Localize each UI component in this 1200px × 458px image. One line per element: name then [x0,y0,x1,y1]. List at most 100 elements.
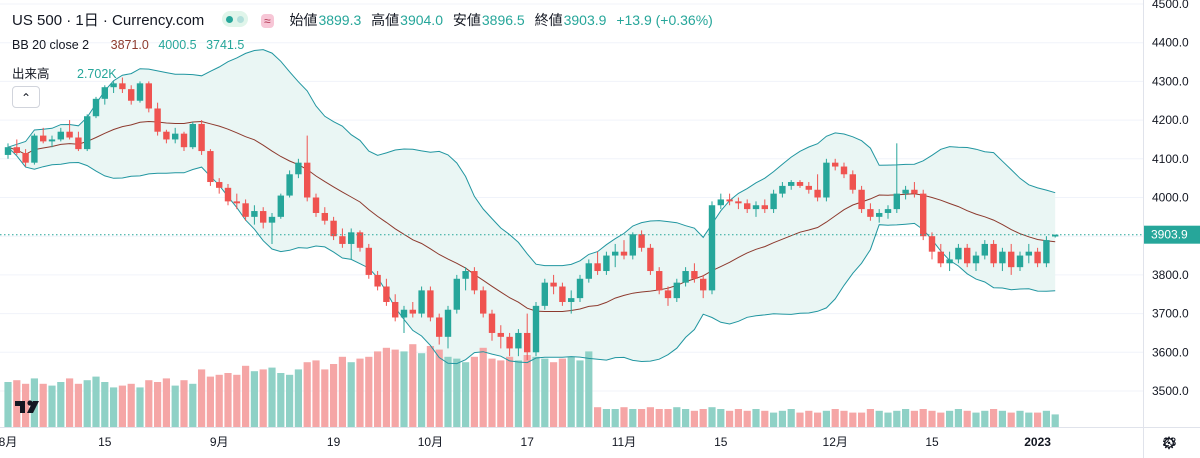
volume-bar [198,369,206,427]
candle-body [603,255,610,272]
candle-body [814,189,821,198]
volume-bar [303,362,311,427]
candle [4,143,12,159]
volume-bar [224,373,232,427]
candle [1025,243,1032,264]
market-status-indicator[interactable] [222,11,249,27]
volume-bar [286,374,294,427]
candle-body [295,162,302,175]
candle [75,131,82,152]
volume-bar [74,383,82,427]
volume-bar [435,349,443,427]
candle [392,294,399,322]
volume-bar [488,358,496,427]
volume-bar [831,409,839,427]
price-tick-label: 3500.0 [1152,384,1189,398]
candle-body [330,220,337,237]
volume-bar [242,365,250,427]
volume-bar [1007,412,1015,427]
volume-bar [946,410,954,427]
time-tick-label: 23 [1163,435,1177,449]
ohlc-high-value: 3904.0 [400,12,443,28]
price-tick-label: 4100.0 [1152,152,1189,166]
candle-body [145,83,152,109]
candle-body [858,189,865,210]
volume-bar [1034,412,1042,427]
volume-bar [884,412,892,427]
price-tick-label: 3800.0 [1152,268,1189,282]
volume-label: 出来高 [12,67,50,81]
legend-bollinger[interactable]: BB 20 close 2 3871.0 4000.5 3741.5 [12,38,244,52]
volume-bar [101,382,109,427]
candle [700,274,707,299]
candle-body [920,193,927,237]
volume-bar [321,369,329,427]
ohlc-open-label: 始値 [289,12,318,28]
candle-body [726,199,733,202]
candle [744,199,751,213]
candle-body [770,193,777,210]
volume-bar [374,351,382,427]
candle-body [92,98,100,117]
volume-bar [409,344,417,427]
volume-bar [462,362,470,427]
volume-bar [189,383,197,427]
candle-body [409,309,416,314]
gear-icon[interactable]: ⚙ [1161,434,1177,453]
volume-bar [629,409,637,427]
candle-body [867,209,874,217]
candle [876,209,883,223]
candle [101,85,108,105]
volume-bar [937,412,945,427]
candle [805,182,812,194]
candle [629,232,636,260]
volume-bar [778,410,786,427]
candle [884,205,892,219]
price-tick-label: 3700.0 [1152,307,1189,321]
candle [647,243,654,275]
wave-icon[interactable]: ≈ [260,14,274,28]
volume-bar [690,410,698,427]
candle [858,185,865,213]
symbol-title[interactable]: US 500 · 1日 · Currency.com [12,12,205,29]
volume-bar [215,374,223,427]
candle [717,193,724,210]
volume-bar [338,356,346,427]
collapse-legend-button[interactable]: ⌃ [12,86,40,108]
candle [867,203,874,221]
time-tick-label: 15 [714,435,728,449]
candle-body [541,282,548,306]
volume-bar [110,387,118,427]
candle-body [981,243,988,256]
candle [444,305,452,349]
ohlc-close-label: 終値 [534,12,563,28]
candle-body [216,182,223,188]
candle [612,243,619,268]
candle [330,216,337,241]
candle [594,251,601,275]
candle [1034,247,1041,268]
candle [559,282,566,306]
time-tick-label: 8月 [0,435,17,449]
candle-body [805,185,812,190]
volume-value: 2.702K [77,67,117,81]
candle-body [990,243,997,264]
volume-bar [127,383,135,427]
legend-volume[interactable]: 出来高 2.702K [12,63,117,82]
volume-bar [347,362,355,427]
tradingview-logo-icon[interactable] [13,393,45,419]
candle-body [620,251,628,256]
volume-bar [233,374,241,427]
candle-body [260,211,267,223]
ohlc-close-value: 3903.9 [563,12,607,28]
volume-bar [796,412,804,427]
price-tick-label: 3600.0 [1152,345,1189,359]
time-tick-label: 15 [925,435,939,449]
volume-bar [638,409,646,427]
candle [180,131,188,152]
volume-bar [532,356,540,427]
volume-bar [497,360,505,427]
candle [92,96,100,119]
volume-bar [382,347,390,427]
